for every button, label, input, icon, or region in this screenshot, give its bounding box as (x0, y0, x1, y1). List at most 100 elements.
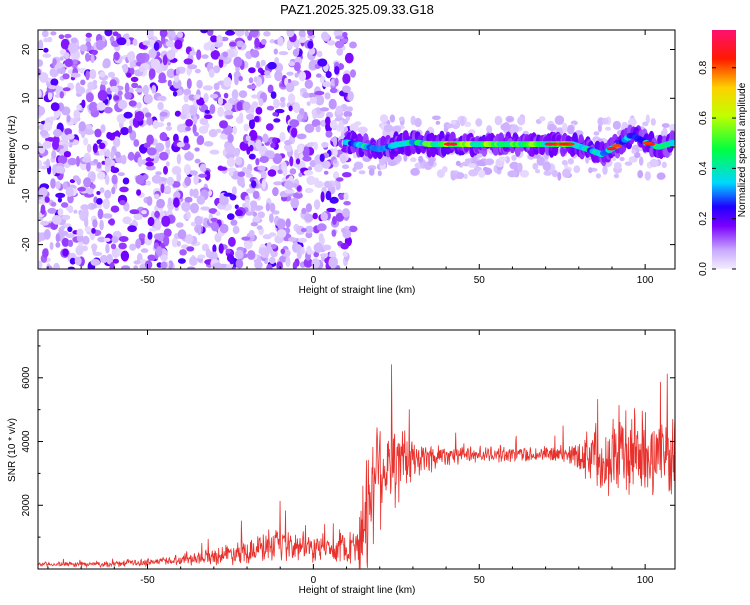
spectrogram-cell (256, 225, 263, 230)
spectrogram-cell (231, 186, 237, 196)
colorbar-tick-label: 0.8 (698, 60, 709, 74)
spectrogram-cell (146, 116, 153, 126)
spectrogram-cell (193, 174, 199, 186)
spectrogram-cell (159, 151, 169, 161)
spectrogram-cell (347, 91, 354, 102)
spectrogram-cell (338, 119, 344, 131)
y-tick-label: 20 (21, 44, 32, 56)
spectrogram-cell (227, 167, 237, 172)
spectrogram-cell (239, 141, 249, 152)
x-tick-label: 100 (637, 275, 654, 286)
spectrogram-cell (228, 171, 234, 177)
spectrogram-cell (99, 71, 106, 78)
spectrogram-cell (189, 188, 194, 197)
spectrogram-cell (119, 186, 129, 193)
spectrogram-cell (248, 230, 255, 237)
spectrogram-cell (334, 77, 339, 87)
spectrogram-cell (196, 135, 205, 146)
spectrogram-cell (253, 115, 260, 123)
spectrogram-cell (289, 168, 297, 175)
spectrogram-cell (160, 254, 168, 262)
spectrogram-cell (669, 123, 675, 133)
spectrogram-cell (232, 225, 240, 234)
spectrogram-cell (263, 31, 271, 37)
spectrogram-cell (279, 131, 286, 142)
spectrogram-cell (264, 249, 269, 259)
spectrogram-cell (121, 265, 131, 269)
spectrogram-cell (335, 212, 345, 222)
spectrogram-cell (500, 123, 510, 131)
spectrogram-cell (450, 170, 455, 177)
spectrogram-cell (297, 144, 304, 153)
spectrogram-cell (168, 260, 174, 269)
spectrogram-cell (201, 54, 209, 59)
spectrogram-cell (44, 196, 50, 203)
spectrogram-cell (606, 147, 617, 151)
spectrogram-cell (181, 201, 191, 212)
spectrogram-cell (325, 71, 332, 79)
spectrogram-cell (183, 164, 192, 175)
spectrogram-cell (322, 81, 331, 88)
spectrogram-cell (270, 250, 278, 258)
spectrogram-cell (80, 204, 90, 211)
spectrogram-cell (258, 98, 264, 107)
spectrogram-cell (123, 111, 133, 119)
spectrogram-cell (165, 161, 170, 167)
spectrogram-cell (189, 106, 198, 116)
spectrogram-cell (341, 164, 350, 169)
spectrogram-cell (551, 169, 559, 178)
spectrogram-cell (323, 170, 329, 175)
spectrogram-cell (336, 177, 344, 182)
spectrogram-cell (40, 204, 46, 215)
spectrogram-cell (298, 172, 303, 177)
spectrogram-cell (91, 243, 98, 251)
spectrogram-cell (223, 102, 233, 111)
spectrogram-cell (311, 258, 320, 269)
spectrogram-cell (96, 191, 101, 195)
spectrogram-cell (73, 109, 81, 120)
spectrogram-cell (340, 154, 347, 164)
spectrogram-cell (219, 120, 228, 129)
spectrogram-cell (338, 193, 345, 201)
spectrogram-cell (216, 34, 223, 44)
spectrogram-cell (184, 176, 192, 187)
spectrogram-cell (39, 129, 49, 137)
colorbar-tick-label: 0.2 (698, 211, 709, 225)
spectrogram-cell (292, 48, 300, 57)
spectrogram-cell (225, 114, 234, 120)
spectrogram-cell (63, 151, 71, 158)
spectrogram-cell (238, 90, 248, 98)
spectrogram-cell (131, 219, 137, 227)
spectrogram-cell (173, 191, 181, 200)
spectrogram-cell (86, 143, 92, 153)
spectrogram-cell (67, 157, 77, 166)
spectrogram-cell (348, 225, 358, 233)
spectrogram-cell (535, 169, 541, 174)
spectrogram-cell (329, 196, 339, 204)
spectrogram-cell (117, 172, 125, 177)
spectrogram-cell (131, 82, 139, 89)
spectrogram-cell (133, 265, 138, 269)
spectrogram-cell (55, 242, 61, 248)
spectrogram-cell (202, 85, 213, 91)
y-tick-label: 4000 (21, 430, 32, 453)
spectrogram-cell (322, 244, 332, 251)
spectrogram-cell (184, 196, 193, 203)
spectrogram-cell (112, 137, 121, 148)
spectrogram-cell (163, 228, 172, 237)
spectrogram-cell (109, 262, 115, 269)
spectrogram-cell (133, 139, 140, 147)
spectrogram-cell (50, 31, 57, 36)
spectrogram-cell (90, 54, 95, 64)
spectrogram-cell (383, 124, 394, 133)
spectrogram-cell (61, 214, 71, 221)
spectrogram-cell (519, 170, 530, 178)
spectrogram-cell (128, 125, 133, 134)
spectrogram-cell (72, 59, 78, 65)
spectrogram-cell (259, 156, 269, 163)
spectrogram-cell (70, 37, 78, 44)
x-tick-label: 50 (474, 575, 486, 586)
spectrogram-cell (353, 161, 364, 170)
spectrogram-cell (602, 165, 608, 175)
spectrogram-cell (142, 84, 149, 96)
